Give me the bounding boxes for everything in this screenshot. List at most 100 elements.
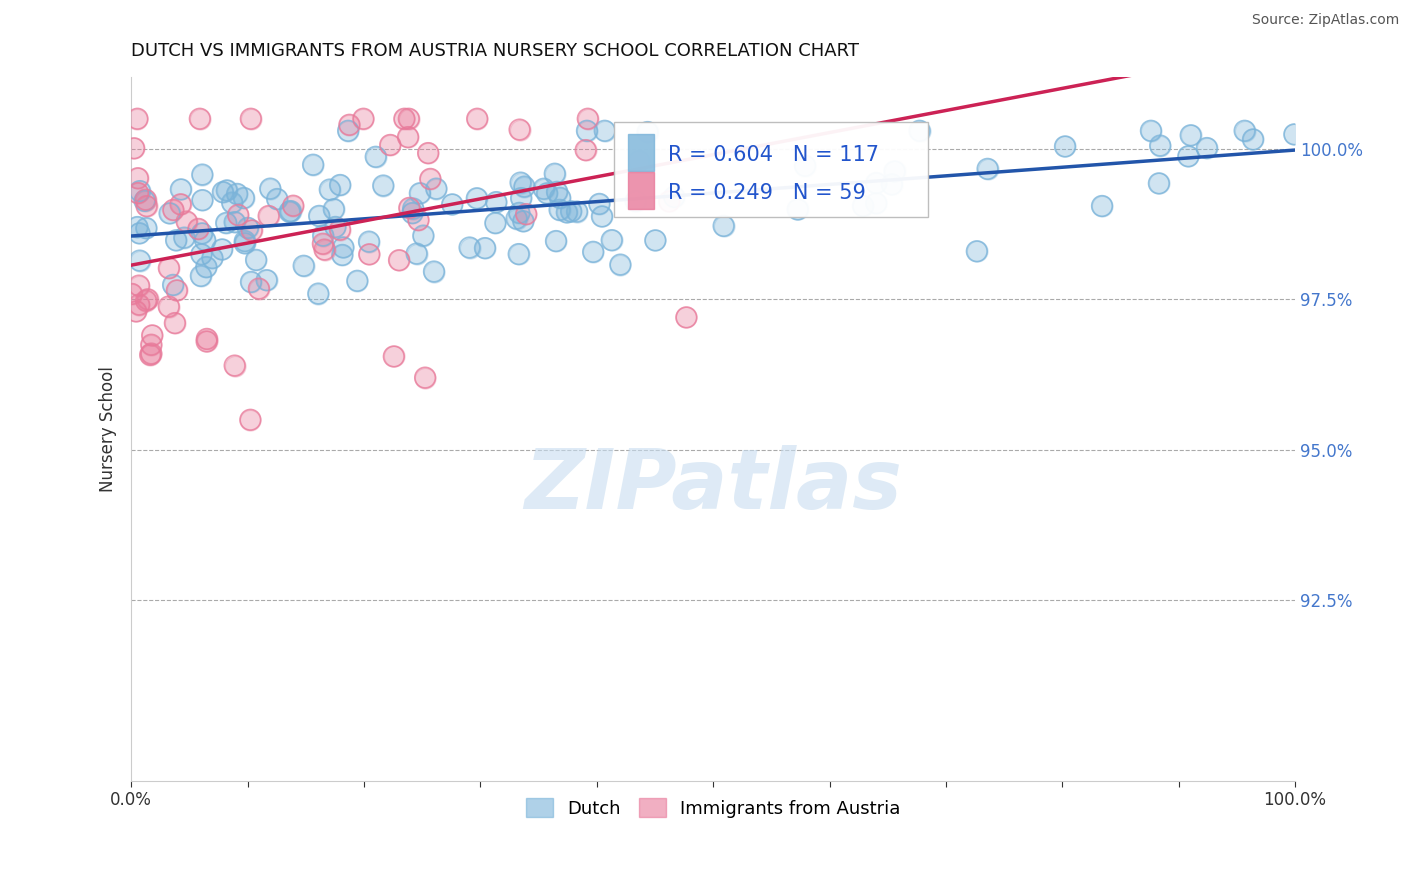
Point xyxy=(127,171,149,186)
Point xyxy=(187,222,209,236)
Point xyxy=(880,178,903,192)
Point xyxy=(510,191,533,205)
Point xyxy=(401,206,423,220)
Y-axis label: Nursery School: Nursery School xyxy=(100,366,117,491)
Point xyxy=(322,202,344,217)
Point xyxy=(364,150,387,164)
Point xyxy=(259,181,281,195)
Point xyxy=(515,207,537,221)
Point xyxy=(637,125,659,139)
Point xyxy=(128,297,150,311)
Point xyxy=(236,220,259,235)
Point xyxy=(624,194,647,208)
Point xyxy=(1149,138,1171,153)
Point xyxy=(513,179,536,194)
Point xyxy=(127,220,149,235)
Point xyxy=(240,275,263,289)
Point xyxy=(176,214,198,228)
Point xyxy=(239,413,262,427)
Point xyxy=(128,297,150,311)
Point xyxy=(128,278,150,293)
Point xyxy=(352,112,374,126)
Point xyxy=(226,208,249,222)
Point xyxy=(191,227,214,241)
Point xyxy=(128,227,150,241)
Point xyxy=(398,112,420,126)
Point xyxy=(628,154,651,169)
Point xyxy=(127,186,149,200)
Point xyxy=(364,150,387,164)
Point xyxy=(413,370,436,384)
Point xyxy=(412,228,434,243)
Point xyxy=(211,185,233,199)
Point xyxy=(170,182,193,196)
Point xyxy=(508,206,530,220)
Point xyxy=(418,146,440,161)
Point xyxy=(201,251,224,265)
Point xyxy=(425,181,447,195)
Point xyxy=(329,222,352,236)
Point xyxy=(163,316,186,330)
Point xyxy=(319,183,342,197)
Point xyxy=(548,202,571,217)
Point xyxy=(127,112,149,126)
Point xyxy=(280,204,302,219)
FancyBboxPatch shape xyxy=(614,122,928,218)
Point xyxy=(405,246,427,260)
Point xyxy=(166,284,188,298)
Point xyxy=(966,244,988,259)
Point xyxy=(201,251,224,265)
Point xyxy=(373,178,395,193)
Point xyxy=(307,286,329,301)
Point xyxy=(329,178,352,192)
Point xyxy=(266,192,288,206)
Point xyxy=(280,204,302,219)
Point xyxy=(1195,141,1218,155)
Point xyxy=(713,219,735,233)
Point xyxy=(128,184,150,198)
Point xyxy=(1147,177,1170,191)
Point xyxy=(1091,199,1114,213)
Point xyxy=(658,194,681,209)
Point xyxy=(548,191,571,205)
Point xyxy=(135,193,157,207)
Point xyxy=(1241,132,1264,146)
Point xyxy=(513,179,536,194)
Point xyxy=(122,141,145,155)
Point xyxy=(1177,149,1199,163)
Point xyxy=(240,223,263,237)
Point xyxy=(536,186,558,201)
Point xyxy=(512,214,534,228)
Point xyxy=(257,209,280,223)
Point xyxy=(221,195,243,210)
Text: R = 0.604   N = 117: R = 0.604 N = 117 xyxy=(668,145,879,164)
Point xyxy=(575,124,598,138)
Point xyxy=(337,124,360,138)
Point xyxy=(588,197,610,211)
Point xyxy=(195,332,218,346)
Point xyxy=(1140,124,1163,138)
Point xyxy=(266,192,288,206)
Point xyxy=(1149,138,1171,153)
Point xyxy=(484,216,506,230)
Point xyxy=(515,207,537,221)
Point xyxy=(325,219,347,234)
Point xyxy=(675,310,697,325)
Point xyxy=(408,213,430,227)
Point xyxy=(127,171,149,186)
Point xyxy=(401,206,423,220)
Point xyxy=(322,202,344,217)
Point xyxy=(576,112,599,126)
Point xyxy=(357,235,380,249)
Point xyxy=(302,158,325,172)
Point xyxy=(560,204,582,219)
Point xyxy=(418,146,440,161)
Text: R = 0.249   N = 59: R = 0.249 N = 59 xyxy=(668,183,866,202)
Point xyxy=(195,332,218,346)
Point xyxy=(127,220,149,235)
Point xyxy=(195,334,218,349)
Point xyxy=(346,274,368,288)
Point xyxy=(191,193,214,207)
Point xyxy=(128,278,150,293)
Point xyxy=(159,206,181,220)
